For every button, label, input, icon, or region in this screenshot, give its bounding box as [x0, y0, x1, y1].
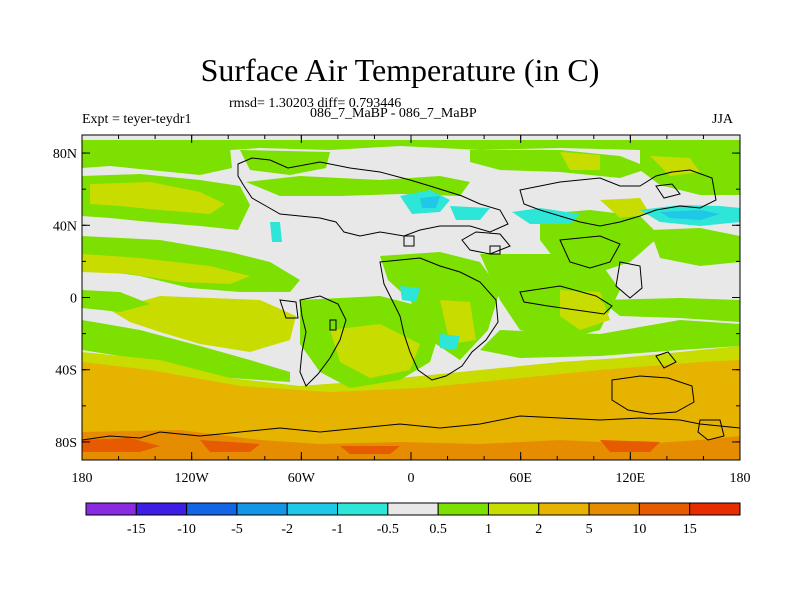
- coastlines: [82, 157, 740, 460]
- colorbar-swatch: [286, 502, 339, 516]
- colorbar-label: 15: [683, 522, 697, 537]
- lon-tick-label: 60E: [509, 471, 532, 486]
- colorbar-swatch: [487, 502, 540, 516]
- colorbar-label: 1: [485, 522, 492, 537]
- lon-tick-label: 0: [408, 471, 415, 486]
- colorbar-swatch: [538, 502, 590, 516]
- colorbar-label: 2: [535, 522, 542, 537]
- lat-tick-label: 80S: [55, 436, 77, 451]
- colorbar-label: -2: [281, 522, 293, 537]
- map-title: Surface Air Temperature (in C): [200, 52, 600, 88]
- colorbar-label: -1: [332, 522, 344, 537]
- colorbar-label: -10: [177, 522, 196, 537]
- colorbar-swatch: [186, 502, 238, 516]
- colorbar-swatch: [85, 502, 137, 516]
- lat-tick-label: 80N: [53, 147, 77, 162]
- lon-tick-label: 180: [72, 471, 93, 486]
- colorbar-labels: -15 -10 -5 -2 -1 -0.5 0.5 1 2 5 10 15: [127, 522, 697, 537]
- colorbar-label: -15: [127, 522, 146, 537]
- stats-label: rmsd= 1.30203 diff= 0.793446: [229, 96, 402, 111]
- subtitle-right: JJA: [712, 112, 734, 127]
- colorbar-swatch: [387, 502, 439, 516]
- colorbar-label: 0.5: [429, 522, 447, 537]
- colorbar-label: 5: [586, 522, 593, 537]
- colorbar-swatch: [236, 502, 288, 516]
- lon-tick-label: 120W: [175, 471, 210, 486]
- lon-tick-label: 120E: [616, 471, 646, 486]
- lat-tick-label: 40S: [55, 364, 77, 379]
- lon-tick-label: 180: [730, 471, 751, 486]
- axis-ticks: [81, 135, 741, 460]
- subtitle-center: 086_7_MaBP - 086_7_MaBP: [310, 106, 477, 121]
- colorbar-label: -0.5: [377, 522, 399, 537]
- colorbar-swatch: [135, 502, 188, 516]
- colorbar-swatch: [689, 502, 741, 516]
- colorbar-label: -5: [231, 522, 243, 537]
- colorbar-swatch: [337, 502, 389, 516]
- longitude-labels: 180 120W 60W 0 60E 120E 180: [72, 471, 751, 486]
- colorbar-swatch: [437, 502, 489, 516]
- colorbar-label: 10: [632, 522, 646, 537]
- colorbar-swatch: [638, 502, 691, 516]
- colorbar: [85, 502, 741, 516]
- lon-tick-label: 60W: [288, 471, 316, 486]
- lat-tick-label: 40N: [53, 219, 77, 234]
- subtitle-left: Expt = teyer-teydr1: [82, 112, 192, 127]
- lat-tick-label: 0: [70, 292, 77, 307]
- temperature-field: [82, 135, 740, 460]
- latitude-labels: 80N 40N 0 40S 80S: [53, 147, 77, 451]
- colorbar-swatch: [588, 502, 640, 516]
